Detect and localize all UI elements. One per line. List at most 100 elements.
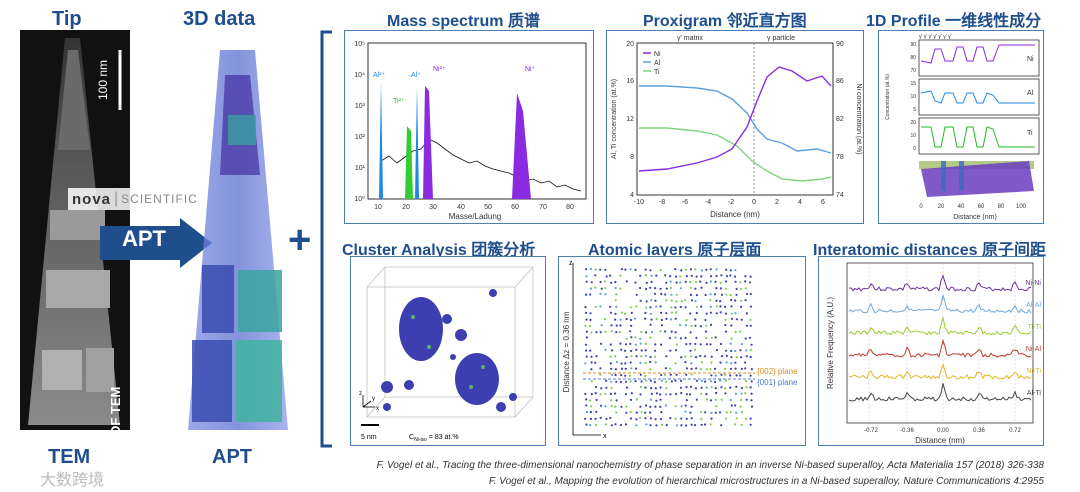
atom-dot — [690, 299, 694, 302]
atom-dot — [680, 300, 683, 303]
inter-xlabel: Distance (nm) — [915, 436, 965, 445]
atom-dot — [605, 386, 608, 389]
atom-dot — [675, 275, 678, 278]
label-al1: Al⁺ — [411, 72, 421, 79]
atom-dot — [619, 342, 622, 345]
atom-dot — [595, 331, 598, 334]
atom-dot — [750, 405, 754, 408]
atom-dot — [625, 337, 628, 340]
atom-dot — [709, 423, 712, 426]
atom-dot — [689, 280, 692, 284]
atom-dot — [740, 318, 743, 321]
atom-dot — [645, 379, 648, 382]
atom-dot — [640, 355, 643, 358]
atom-dot — [649, 411, 652, 414]
proxi-left-ylabel: Al, Ti concentration (at.%) — [611, 79, 618, 159]
atom-dot — [614, 299, 617, 302]
atom-dot — [719, 361, 722, 364]
atom-dot — [730, 362, 733, 365]
atom-dot — [640, 411, 643, 414]
atom-dot — [744, 392, 747, 395]
proxi-rytick-4: 82 — [836, 116, 844, 123]
atom-dot — [695, 305, 698, 308]
atom-dot — [609, 305, 612, 308]
atom-dot — [749, 305, 753, 308]
atom-dot — [635, 355, 638, 358]
atom-dot — [744, 417, 747, 421]
layers-ylabel: Distance Δz = 0.36 nm — [562, 311, 571, 392]
atom-dot — [610, 373, 614, 376]
atom-dot — [639, 393, 642, 396]
al-tick-0: 15 — [910, 81, 916, 87]
atom-dot — [660, 324, 663, 327]
atom-dot — [620, 362, 623, 365]
atom-dot — [749, 292, 752, 296]
atom-dot — [734, 280, 737, 283]
atom-dot — [725, 275, 729, 278]
atom-dot — [655, 317, 658, 321]
atom-dot — [610, 367, 613, 370]
atom-dot — [640, 330, 643, 333]
atom-dot — [695, 367, 698, 370]
atom-dot — [590, 405, 593, 408]
proxi-xtick-1: -8 — [659, 199, 665, 206]
rdf-label-ni-ni: Ni-Ni — [1025, 280, 1041, 287]
atom-dot — [709, 368, 712, 371]
atom-dot — [699, 280, 702, 283]
ti-tick-0: 20 — [910, 120, 916, 126]
atom-dot — [734, 312, 737, 315]
atom-dot — [584, 324, 587, 328]
atom-dot — [618, 331, 622, 334]
atom-dot — [609, 362, 612, 365]
atom-dot — [703, 423, 707, 426]
atom-dot — [689, 411, 692, 414]
atom-dot — [635, 411, 638, 414]
atom-dot — [734, 423, 737, 426]
atom-dot — [609, 311, 612, 314]
atom-dot — [609, 355, 612, 358]
plane-002-label: {002} plane — [757, 367, 798, 376]
atom-dot — [654, 405, 657, 408]
atom-dot — [604, 268, 607, 271]
atom-dot — [704, 318, 707, 322]
rdf-curve-al-ti — [848, 383, 1032, 402]
atom-dot — [660, 311, 663, 314]
reference-1: F. Vogel et al., Tracing the three-dimen… — [376, 460, 1044, 471]
peak-ti2 — [405, 126, 413, 199]
atom-dot — [715, 268, 718, 271]
atom-dot — [653, 381, 657, 384]
atom-dot — [714, 280, 717, 283]
atom-dot — [665, 287, 668, 290]
atom-dot — [589, 417, 592, 420]
atom-dot — [699, 354, 702, 357]
atom-dot — [629, 410, 632, 414]
atom-dot — [709, 323, 713, 326]
atom-dot — [649, 398, 653, 401]
atom-dot — [619, 380, 623, 384]
atom-dot — [685, 343, 688, 346]
label-ni1: Ni⁺ — [525, 66, 536, 73]
atom-dot — [674, 362, 677, 365]
atom-dot — [644, 274, 647, 277]
atom-dot — [695, 275, 698, 278]
atom-dot — [594, 268, 597, 271]
atom-dot — [745, 355, 748, 358]
atom-dot — [670, 318, 673, 321]
atom-dot — [685, 386, 688, 389]
atom-dot — [625, 405, 628, 408]
atom-dot — [630, 324, 633, 327]
atom-dot — [594, 274, 597, 277]
atom-dot — [650, 392, 653, 395]
atom-dot — [629, 374, 632, 377]
atom-dot — [724, 367, 727, 370]
mass-xtick-3: 40 — [457, 204, 465, 211]
phase-left: γ' matrix — [677, 35, 703, 42]
atom-dot — [660, 379, 664, 382]
proxi-right-ylabel: Ni concentration (at.%) — [855, 83, 862, 154]
atom-dot — [620, 405, 623, 408]
atom-dot — [649, 323, 652, 326]
atom-dot — [585, 398, 588, 401]
atom-dot — [684, 268, 688, 271]
tip-title: Tip — [52, 8, 82, 30]
atom-dot — [714, 336, 717, 339]
